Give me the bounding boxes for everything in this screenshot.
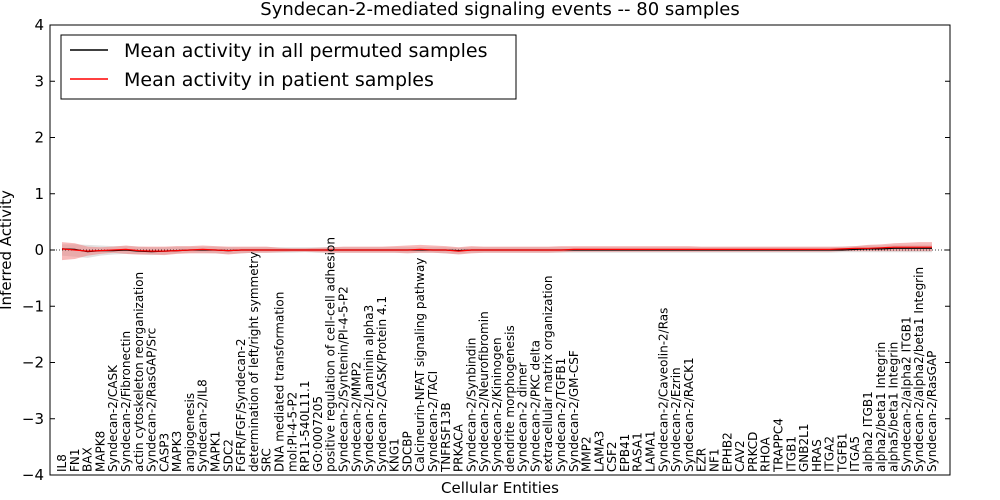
y-tick-label: 2 [34,129,44,147]
entity-label: Syndecan-2/CASK [106,364,120,472]
entity-label: Syndecan-2/Neurofibromin [477,311,491,472]
entity-label: NF1 [708,448,722,472]
entity-label: CSF2 [605,441,619,472]
entity-label: Syndecan-2/RACK1 [682,357,696,472]
entity-label: SRC [260,448,274,472]
entity-label: Syndecan-2/Syntenin/PI-4-5-P2 [337,286,351,472]
entity-label: CAV2 [733,440,747,472]
entity-label: Syndecan-2/Laminin alpha3 [362,305,376,472]
entity-label: EPHB2 [720,432,734,472]
entity-label: Syndecan-2/RasGAP [925,351,939,472]
legend: Mean activity in all permuted samples Me… [60,34,517,100]
entity-label: PRKACA [452,423,466,472]
legend-box [60,34,517,100]
entity-label: TGFB1 [835,433,849,473]
entity-label: Calcineurin-NFAT signaling pathway [413,258,427,472]
entity-label: dendrite morphogenesis [503,325,517,472]
y-tick-label: −1 [22,297,44,315]
entity-label: determination of left/right symmetry [247,252,261,472]
entity-label: Syndecan-2/Kininogen [490,337,504,472]
entity-label: SDC2 [221,439,235,472]
entity-label: HRAS [810,439,824,472]
entity-label: EPB41 [618,434,632,472]
entity-label: RP11-540L11.1 [298,381,312,472]
entity-label: CASP3 [157,433,171,472]
entity-label: Syndecan-2/Caveolin-2/Ras [656,308,670,472]
entity-label: RHOA [759,436,773,472]
entity-label: TRAPPC4 [772,418,786,473]
entity-label: MMP2 [580,436,594,472]
entity-label: alpha2/beta1 Integrin [874,342,888,472]
y-axis-title: Inferred Activity [0,190,15,310]
y-tick-label: 1 [34,185,44,203]
entity-label: IL8 [55,454,69,472]
entity-label: Syndecan-2/MMP2 [349,362,363,472]
entity-label: Syndecan-2 dimer [516,362,530,472]
entity-label: KNG1 [388,438,402,472]
y-tick-label: −3 [22,410,44,428]
y-tick-label: 3 [34,72,44,90]
entity-label: positive regulation of cell-cell adhesio… [324,237,338,472]
entity-label: Syndecan-2/RasGAP/Src [145,328,159,472]
entity-label: extracellular matrix organization [541,276,555,473]
x-axis-title: Cellular Entities [441,479,559,497]
y-tick-label: 4 [34,16,44,34]
entity-label: Syndecan-2/IL8 [196,379,210,472]
entity-label: Syndecan-2/CASK/Protein 4.1 [375,296,389,472]
entity-label: TNFRSF13B [439,402,453,473]
entity-label: SDCBP [400,431,414,472]
entity-labels: IL8FN1BAXMAPK8Syndecan-2/CASKSyndecan-2/… [55,237,939,473]
entity-label: ITGA2 [823,436,837,472]
entity-label: angiogenesis [183,393,197,472]
entity-label: BAX [81,447,95,472]
entity-label: LAMA1 [644,431,658,472]
entity-label: Syndecan-2/Fibronectin [119,331,133,472]
entity-label: Syndecan-2/Ezrin [669,367,683,472]
line-series-1 [61,246,932,252]
y-tick-label: −2 [22,354,44,372]
entity-label: Syndecan-2/alpha2/beta1 Integrin [912,267,926,472]
entity-label: Syndecan-2/Synbindin [464,338,478,472]
entity-label: FN1 [68,448,82,472]
entity-label: alpha5/beta1 Integrin [887,342,901,472]
entity-label: Syndecan-2/alpha2 ITGB1 [899,316,913,472]
entity-label: GNB2L1 [797,424,811,472]
entity-label: DNA mediated transformation [273,292,287,472]
y-tick-label: −4 [22,466,44,484]
y-axis-ticks: −4 −3 −2 −1 0 1 2 3 4 [22,16,950,484]
entity-label: FGFR/FGF/Syndecan-2 [234,339,248,472]
entity-label: Syndecan-2/GM-CSF [567,350,581,472]
series-lines [50,246,950,253]
chart-title: Syndecan-2-mediated signaling events -- … [260,0,739,20]
entity-label: alpha2 ITGB1 [861,391,875,472]
entity-label: Syndecan-2/TACI [426,371,440,472]
legend-label-patient: Mean activity in patient samples [124,69,434,91]
legend-label-permuted: Mean activity in all permuted samples [124,40,487,62]
entity-label: GO:0007205 [311,396,325,472]
entity-label: MAPK1 [209,431,223,472]
entity-label: Syndecan-2/TGFB1 [554,358,568,472]
entity-label: actin cytoskeleton reorganization [132,272,146,472]
entity-label: MAPK3 [170,431,184,472]
confidence-bands [62,242,932,261]
entity-label: ITGB1 [784,436,798,472]
entity-label: EZR [695,448,709,472]
entity-label: Syndecan-2/PKC delta [528,340,542,472]
entity-label: PRKCD [746,432,760,472]
entity-label: mol:PI-4-5-P2 [285,392,299,472]
entity-label: MAPK8 [93,431,107,472]
entity-label: ITGA5 [848,436,862,472]
y-tick-label: 0 [34,241,44,259]
band-series-1 [62,242,932,261]
entity-label: RASA1 [631,432,645,472]
entity-label: LAMA3 [592,431,606,472]
